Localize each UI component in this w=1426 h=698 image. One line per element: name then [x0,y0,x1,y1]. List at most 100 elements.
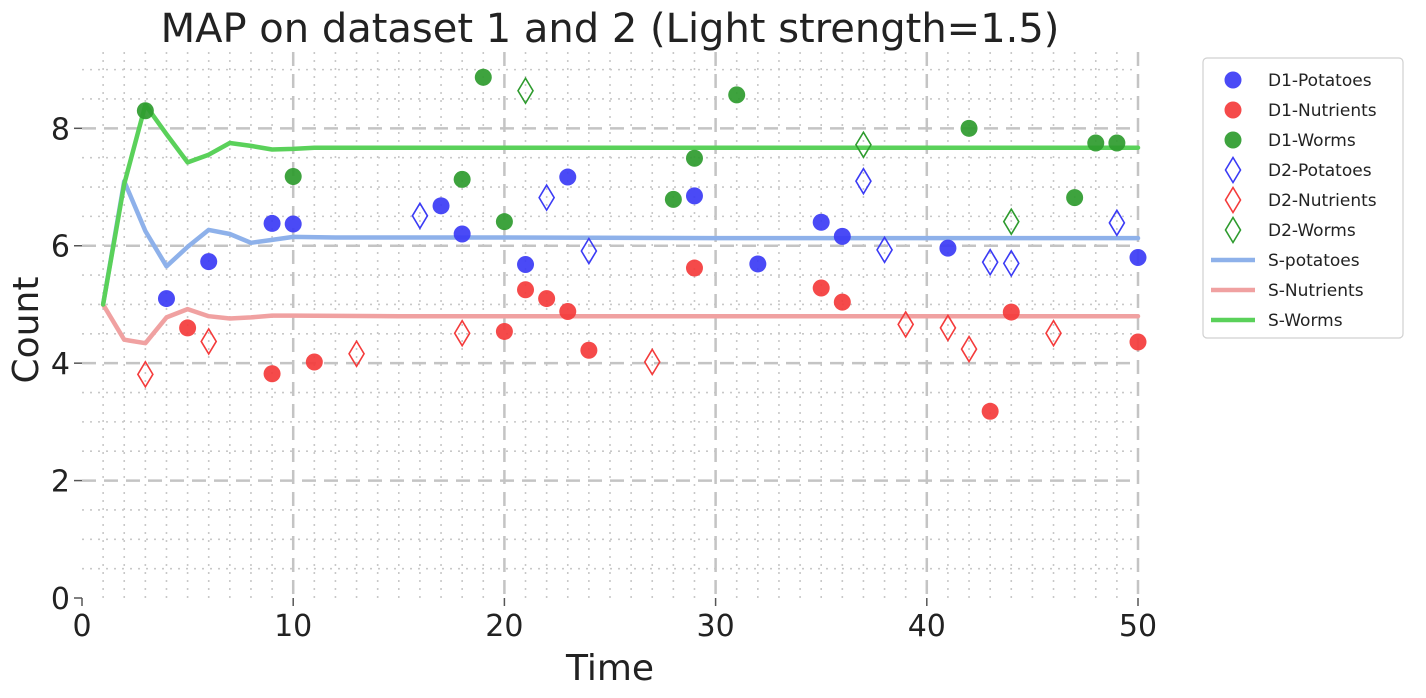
point-d1-worms [1108,134,1126,152]
x-tick-label: 10 [274,609,312,644]
point-d2-potatoes [538,183,556,212]
legend-label: D2-Potatoes [1268,161,1372,181]
point-d1-potatoes [200,253,218,271]
point-d2-potatoes [1002,249,1020,278]
legend-label: S-potatoes [1268,251,1360,271]
point-d1-potatoes [284,215,302,233]
y-tick-label: 6 [51,230,70,265]
legend-marker [1224,155,1242,185]
point-d1-worms [474,68,492,86]
point-d1-potatoes [1129,248,1147,266]
point-d1-nutrients [812,279,830,297]
point-d2-worms [517,76,534,105]
x-tick-label: 30 [697,609,735,644]
x-tick-label: 50 [1119,609,1157,644]
line-series-s-nutrients [100,302,1141,346]
points-layer [136,68,1147,420]
y-tick-label: 0 [51,582,70,617]
line-series-s-worms [100,102,1141,307]
point-d2-nutrients [960,335,978,364]
y-tick-label: 4 [51,347,70,382]
legend-marker [1224,101,1242,119]
x-tick-label: 20 [485,609,523,644]
legend: D1-Potatoes D1-Nutrients D1-Worms D2-Potato… [1202,57,1404,339]
axes-layer: 0 10 20 30 40 50 0 2 4 6 8 [51,112,1157,644]
point-d1-worms [136,102,154,120]
chart-title: MAP on dataset 1 and 2 (Light strength=1… [161,6,1060,52]
legend-marker [1224,185,1242,215]
legend-marker [1224,215,1242,245]
legend-marker [1224,71,1242,89]
legend-box [1202,57,1404,339]
grid-layer [82,52,1140,598]
y-tick-label: 8 [51,112,70,147]
point-d1-nutrients [981,402,999,420]
point-d1-worms [664,190,682,208]
point-d2-potatoes [1108,208,1126,237]
point-d1-nutrients [833,293,851,311]
point-d2-nutrients [897,310,915,339]
point-d1-potatoes [833,227,851,245]
point-d2-nutrients [453,319,471,348]
x-tick-label: 0 [72,609,91,644]
line-series-s-potatoes [100,178,1141,307]
point-d1-nutrients [685,259,703,277]
point-d1-potatoes [749,255,767,273]
point-d1-worms [284,167,302,185]
point-d1-nutrients [1129,333,1147,351]
point-d1-nutrients [495,322,513,340]
point-d1-nutrients [580,341,598,359]
point-d1-worms [453,170,471,188]
point-d2-nutrients [348,339,365,368]
point-d1-potatoes [812,213,830,231]
point-d1-nutrients [263,365,281,383]
x-tick-label: 40 [908,609,946,644]
point-d1-worms [685,149,703,167]
point-d2-nutrients [939,313,957,342]
point-d2-nutrients [643,347,661,377]
point-d2-potatoes [855,167,872,196]
point-d2-nutrients [136,360,154,389]
x-axis-label: Time [565,648,654,689]
legend-label: D1-Worms [1268,131,1356,151]
point-d1-nutrients [559,302,577,320]
point-d1-nutrients [179,319,197,337]
point-d2-potatoes [411,201,429,230]
point-d1-worms [960,119,978,137]
lines-layer [100,102,1141,346]
y-tick-label: 2 [51,465,70,500]
y-axis-label: Count [6,277,47,384]
legend-label: S-Worms [1268,311,1343,331]
point-d2-potatoes [981,248,999,277]
point-d1-potatoes [453,225,471,243]
point-d1-nutrients [517,281,535,299]
point-d2-potatoes [580,236,598,266]
point-d1-nutrients [538,290,556,308]
point-d2-worms [855,130,872,159]
point-d2-potatoes [876,235,893,264]
legend-marker [1224,131,1242,149]
legend-label: D1-Nutrients [1268,101,1377,121]
point-d1-potatoes [517,256,535,274]
legend-label: D2-Worms [1268,221,1356,241]
point-d1-potatoes [559,168,577,186]
point-d1-potatoes [685,187,703,205]
legend-label: S-Nutrients [1268,281,1364,301]
point-d2-nutrients [1045,319,1062,348]
point-d1-worms [495,213,513,231]
point-d2-nutrients [200,327,218,356]
point-d1-nutrients [1002,303,1020,321]
legend-label: D2-Nutrients [1268,191,1377,211]
point-d1-potatoes [263,214,281,232]
legend-label: D1-Potatoes [1268,71,1372,91]
point-d1-potatoes [939,239,957,257]
point-d1-worms [728,86,746,104]
point-d2-worms [1002,207,1020,236]
point-d1-potatoes [157,290,175,308]
point-d1-nutrients [305,353,323,371]
point-d1-worms [1087,134,1105,152]
point-d1-potatoes [432,197,450,215]
point-d1-worms [1066,189,1084,207]
